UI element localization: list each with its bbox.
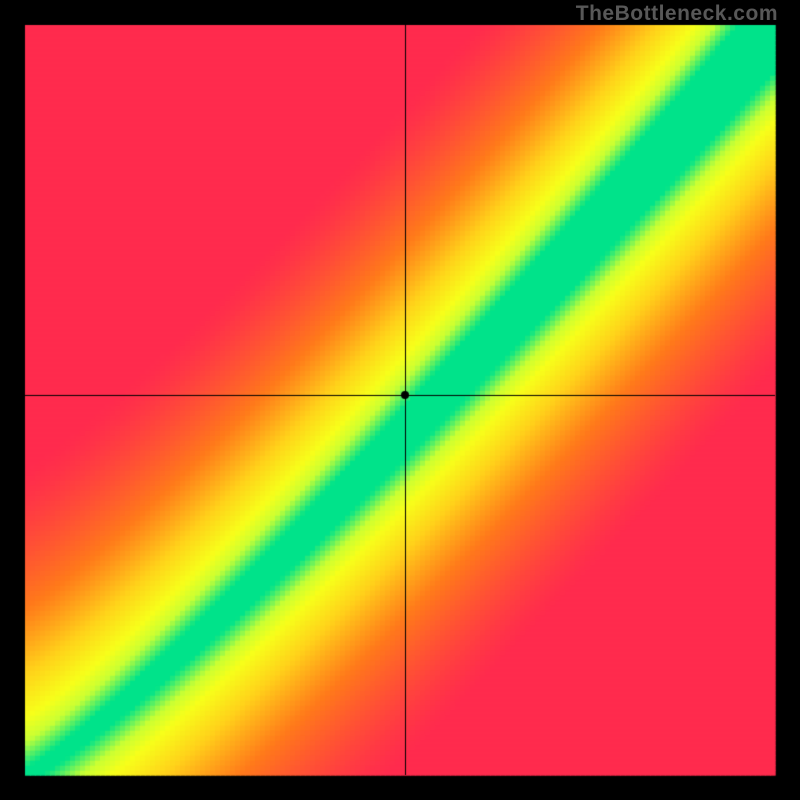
bottleneck-heatmap [0,0,800,800]
chart-container: TheBottleneck.com [0,0,800,800]
watermark-text: TheBottleneck.com [576,2,778,26]
